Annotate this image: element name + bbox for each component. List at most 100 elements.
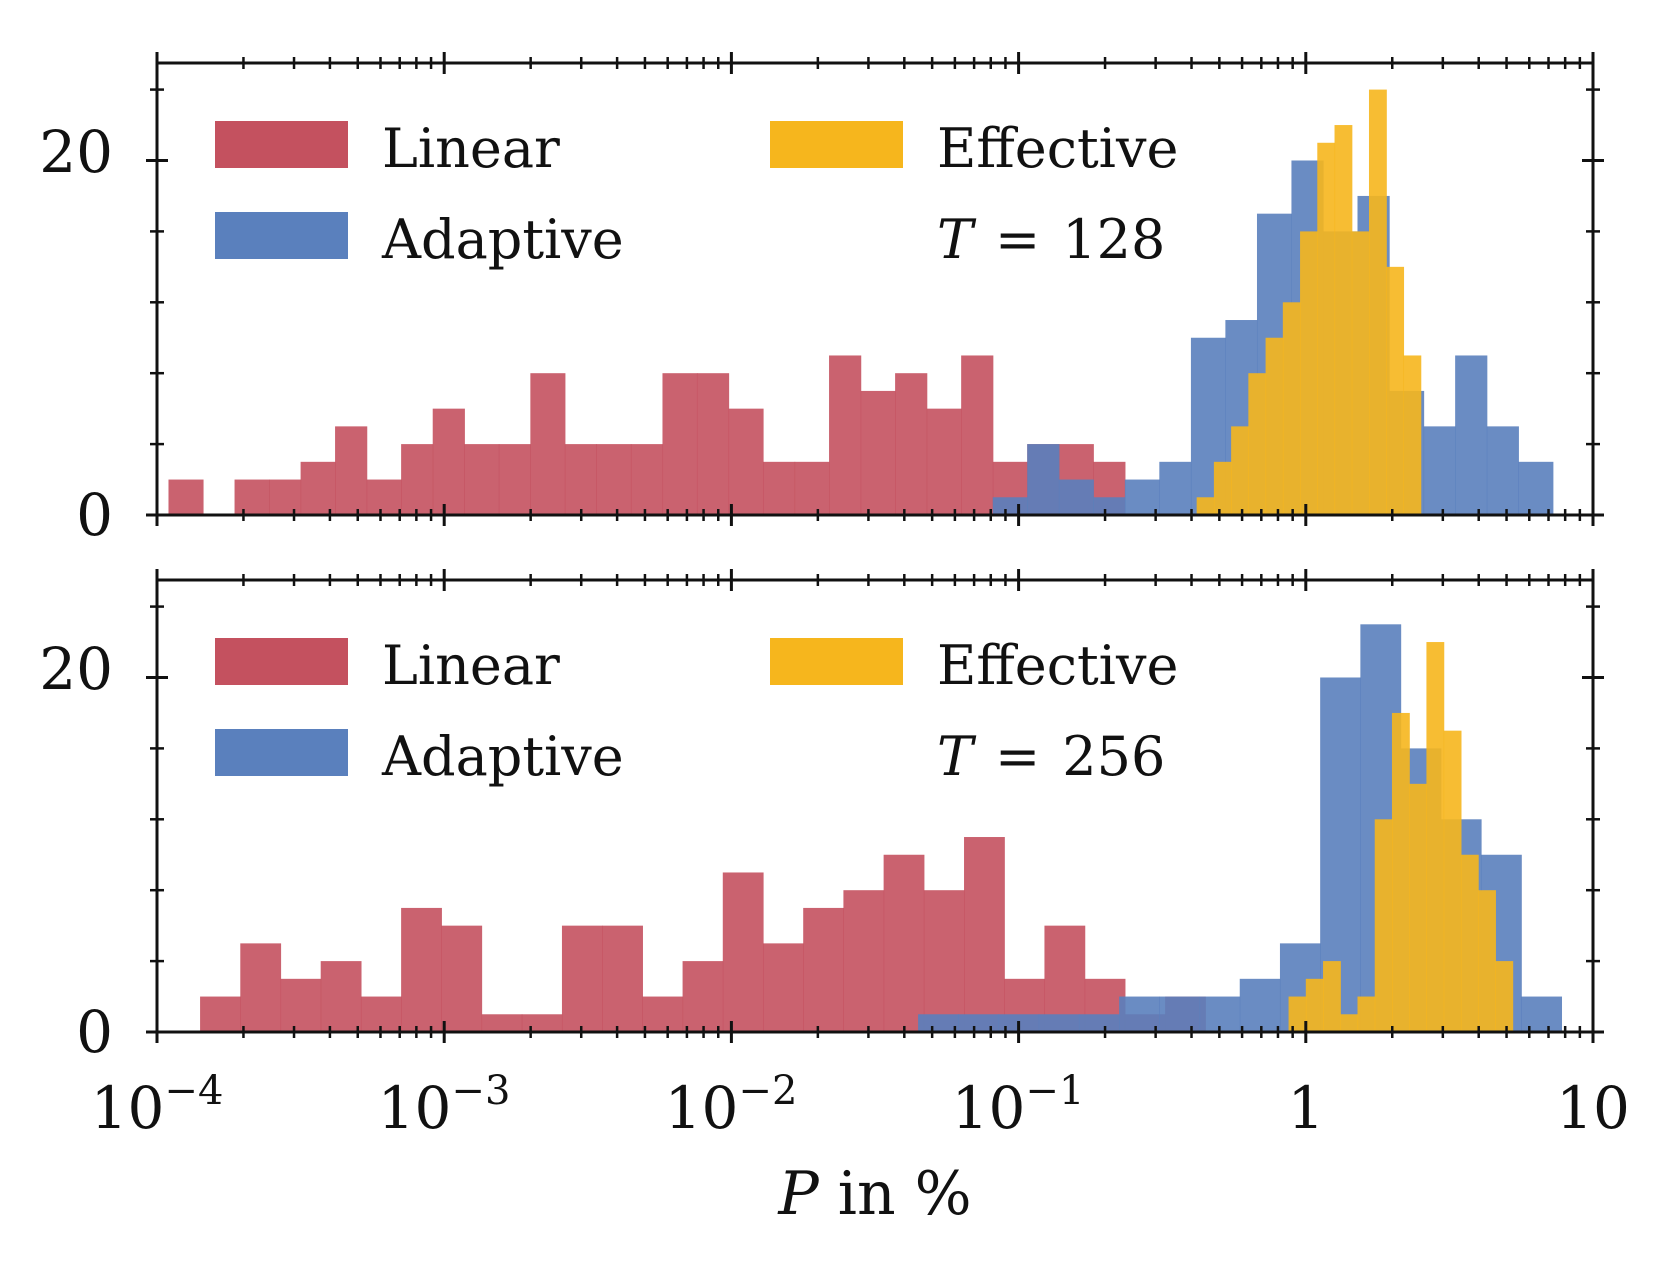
annotation-eq: = bbox=[995, 725, 1040, 788]
bar-effective bbox=[1403, 355, 1422, 515]
x-tick-label-10: 10 bbox=[1556, 1074, 1630, 1142]
x-tick-exp: −4 bbox=[164, 1068, 223, 1114]
legend-swatch-adaptive bbox=[215, 729, 348, 776]
x-axis-title-var: P bbox=[777, 1159, 820, 1229]
bar-effective bbox=[1288, 996, 1307, 1032]
bar-linear bbox=[564, 444, 598, 515]
bar-linear bbox=[630, 444, 664, 515]
bar-linear bbox=[642, 996, 684, 1032]
bar-linear bbox=[401, 907, 442, 1032]
bar-linear bbox=[961, 355, 994, 515]
annotation-top: T = 128 bbox=[937, 208, 1165, 271]
x-tick-label-1e-4: 10−4 bbox=[91, 1068, 224, 1142]
bar-effective bbox=[1409, 783, 1428, 1032]
x-tick-label-1: 1 bbox=[1288, 1074, 1325, 1142]
bar-linear bbox=[320, 961, 362, 1032]
annotation-var: T bbox=[937, 725, 977, 788]
bar-linear bbox=[464, 444, 500, 515]
bar-linear bbox=[234, 479, 270, 515]
legend-label-effective: Effective bbox=[937, 634, 1178, 697]
bar-effective bbox=[1351, 231, 1370, 515]
legend-label-adaptive: Adaptive bbox=[381, 208, 624, 271]
bar-linear bbox=[794, 461, 830, 515]
bar-adaptive bbox=[1159, 461, 1192, 515]
legend-swatch-linear bbox=[215, 638, 348, 685]
bar-adaptive bbox=[992, 497, 1028, 515]
bar-linear bbox=[498, 444, 531, 515]
bar-effective bbox=[1357, 996, 1376, 1032]
x-tick-base: 10 bbox=[378, 1074, 452, 1142]
bar-linear bbox=[883, 854, 925, 1032]
bar-linear bbox=[432, 408, 465, 515]
bar-adaptive bbox=[1239, 978, 1281, 1032]
x-tick-base: 10 bbox=[91, 1074, 165, 1142]
bar-linear bbox=[895, 373, 928, 515]
bar-effective bbox=[1391, 712, 1410, 1032]
x-tick-label-1e-3: 10−3 bbox=[378, 1068, 511, 1142]
axes-frame-bottom bbox=[155, 578, 1595, 1034]
bar-effective bbox=[1248, 373, 1267, 515]
bar-adaptive bbox=[1521, 996, 1563, 1032]
annotation-value: 128 bbox=[1062, 208, 1165, 271]
annotation-eq: = bbox=[995, 208, 1040, 271]
bar-linear bbox=[168, 479, 204, 515]
y-tick-label-0: 0 bbox=[76, 998, 113, 1066]
bar-adaptive bbox=[1038, 1014, 1080, 1032]
bar-linear bbox=[803, 907, 845, 1032]
bar-linear bbox=[696, 373, 730, 515]
annotation-var: T bbox=[937, 208, 977, 271]
bar-linear bbox=[366, 479, 402, 515]
bar-linear bbox=[335, 426, 368, 515]
y-tick-label-20: 20 bbox=[39, 635, 113, 703]
bar-linear bbox=[762, 461, 796, 515]
x-tick-exp: −1 bbox=[1025, 1068, 1084, 1114]
bar-linear bbox=[728, 408, 764, 515]
bar-adaptive bbox=[1518, 461, 1554, 515]
bar-linear bbox=[521, 1014, 563, 1032]
x-tick-label-1e-1: 10−1 bbox=[952, 1068, 1085, 1142]
bar-linear bbox=[300, 461, 336, 515]
bar-adaptive bbox=[1058, 479, 1094, 515]
bar-adaptive bbox=[918, 1014, 959, 1032]
bar-linear bbox=[269, 479, 302, 515]
bar-linear bbox=[662, 373, 698, 515]
bar-effective bbox=[1334, 125, 1353, 515]
legend-swatch-effective bbox=[770, 638, 903, 685]
bar-linear bbox=[481, 1014, 523, 1032]
legend-label-adaptive: Adaptive bbox=[381, 725, 624, 788]
bar-effective bbox=[1495, 961, 1514, 1032]
bar-linear bbox=[200, 996, 241, 1032]
x-tick-base: 10 bbox=[665, 1074, 739, 1142]
bar-adaptive bbox=[1423, 426, 1456, 515]
bar-effective bbox=[1231, 426, 1249, 515]
bar-effective bbox=[1443, 730, 1462, 1032]
bar-effective bbox=[1317, 142, 1336, 515]
legend-swatch-adaptive bbox=[215, 212, 348, 259]
bar-effective bbox=[1305, 978, 1324, 1032]
annotation-value: 256 bbox=[1062, 725, 1165, 788]
x-tick-label-1e-2: 10−2 bbox=[665, 1068, 798, 1142]
x-tick-base: 10 bbox=[952, 1074, 1026, 1142]
bar-linear bbox=[596, 444, 632, 515]
histogram-bars-bottom bbox=[200, 624, 1563, 1032]
bar-effective bbox=[1426, 642, 1445, 1032]
legend-swatch-effective bbox=[770, 121, 903, 168]
bar-effective bbox=[1386, 266, 1405, 515]
bar-effective bbox=[1460, 854, 1479, 1032]
panel-bottom: Linear Adaptive Effective T = 256 0 20 bbox=[39, 569, 1604, 1066]
bar-linear bbox=[602, 925, 643, 1032]
legend-label-linear: Linear bbox=[382, 634, 560, 697]
bar-adaptive bbox=[1119, 996, 1160, 1032]
bar-linear bbox=[926, 408, 962, 515]
legend-label-effective: Effective bbox=[937, 117, 1178, 180]
bar-linear bbox=[829, 355, 862, 515]
x-axis-title-rest: in % bbox=[819, 1159, 972, 1229]
x-tick-labels: 10−4 10−3 10−2 10−1 1 10 bbox=[91, 1068, 1630, 1142]
legend-label-linear: Linear bbox=[382, 117, 560, 180]
bar-linear bbox=[561, 925, 603, 1032]
bar-linear bbox=[280, 978, 322, 1032]
bar-linear bbox=[964, 837, 1005, 1032]
bar-adaptive bbox=[958, 1014, 1000, 1032]
x-tick-exp: −3 bbox=[451, 1068, 510, 1114]
